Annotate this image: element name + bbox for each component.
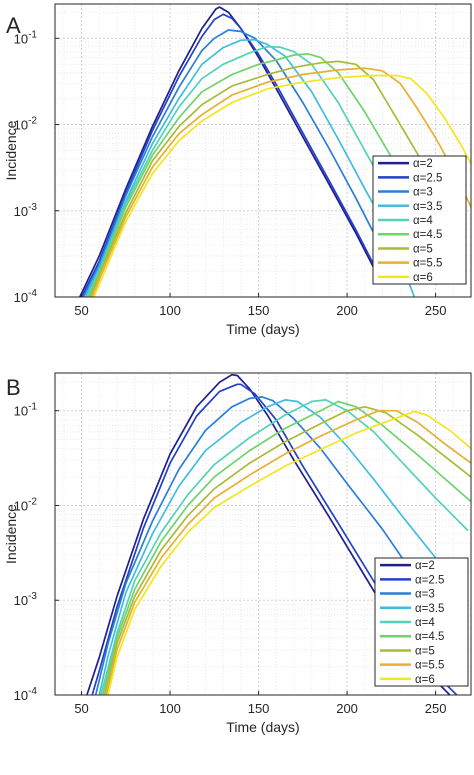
legend: α=2 α=2.5 α=3 α=3.5 α=4 α=4.5 α=5 α=5.5 α=6 bbox=[372, 155, 467, 285]
x-axis-label: Time (days) bbox=[226, 719, 299, 735]
series-line-7 bbox=[91, 67, 471, 297]
x-tick-label: 100 bbox=[159, 701, 181, 716]
series-line-3 bbox=[98, 399, 469, 695]
y-tick-label: 10-2 bbox=[14, 496, 38, 513]
axes-frame bbox=[54, 3, 472, 298]
legend-label-3: α=3.5 bbox=[415, 603, 444, 615]
x-tick-label: 250 bbox=[425, 303, 447, 318]
legend-label-0: α=2 bbox=[415, 560, 435, 572]
legend-label-2: α=3 bbox=[415, 589, 435, 601]
legend-label-4: α=4 bbox=[413, 215, 433, 227]
series-line-2 bbox=[82, 29, 398, 297]
x-tick-label: 50 bbox=[74, 303, 88, 318]
x-axis-label: Time (days) bbox=[226, 321, 299, 337]
series-lines bbox=[78, 6, 471, 297]
x-tick-label: 250 bbox=[425, 701, 447, 716]
series-line-6 bbox=[103, 405, 471, 695]
series-line-4 bbox=[100, 399, 469, 695]
legend-label-8: α=6 bbox=[415, 674, 435, 686]
gridlines bbox=[55, 4, 471, 297]
y-tick-label: 10-1 bbox=[14, 29, 38, 46]
panel-b: 50 100 150 200 250 10-4 10-3 10-2 10-1 B Time (d… bbox=[3, 372, 472, 735]
legend-label-1: α=2.5 bbox=[415, 574, 444, 586]
panel-a: 50 100 150 200 250 10-4 10-3 10-2 10-1 A Time (d… bbox=[3, 3, 472, 337]
ticks: 50 100 150 200 250 10-4 10-3 10-2 10-1 bbox=[14, 402, 447, 716]
y-tick-label: 10-3 bbox=[14, 591, 38, 608]
y-tick-label: 10-4 bbox=[14, 686, 38, 703]
gridlines bbox=[55, 373, 471, 695]
y-axis-label: Incidence bbox=[3, 120, 19, 180]
x-tick-label: 50 bbox=[74, 701, 88, 716]
legend-label-0: α=2 bbox=[413, 158, 433, 170]
panel-label-a: A bbox=[6, 13, 21, 38]
ticks: 50 100 150 200 250 10-4 10-3 10-2 10-1 bbox=[14, 29, 447, 318]
x-tick-label: 200 bbox=[336, 303, 358, 318]
legend-label-1: α=2.5 bbox=[413, 172, 442, 184]
legend-label-6: α=5 bbox=[415, 645, 435, 657]
series-line-8 bbox=[107, 410, 471, 695]
x-tick-label: 200 bbox=[336, 701, 358, 716]
legend-label-8: α=6 bbox=[413, 272, 433, 284]
series-line-5 bbox=[87, 53, 446, 297]
y-tick-label: 10-2 bbox=[14, 116, 38, 133]
x-tick-label: 150 bbox=[248, 303, 270, 318]
x-tick-label: 150 bbox=[248, 701, 270, 716]
legend-label-4: α=4 bbox=[415, 617, 435, 629]
series-line-8 bbox=[93, 74, 471, 297]
series-line-4 bbox=[86, 45, 428, 297]
legend-label-7: α=5.5 bbox=[413, 258, 442, 270]
series-line-2 bbox=[94, 396, 446, 695]
series-line-0 bbox=[86, 373, 451, 695]
series-line-5 bbox=[101, 400, 471, 695]
series-line-1 bbox=[80, 13, 384, 297]
legend-label-3: α=3.5 bbox=[413, 201, 442, 213]
series-line-0 bbox=[78, 6, 375, 297]
y-tick-label: 10-3 bbox=[14, 202, 38, 219]
axes-frame bbox=[54, 372, 472, 696]
series-line-7 bbox=[105, 409, 471, 695]
legend-label-6: α=5 bbox=[413, 243, 433, 255]
legend-label-5: α=4.5 bbox=[413, 229, 442, 241]
y-tick-label: 10-1 bbox=[14, 402, 38, 419]
legend: α=2 α=2.5 α=3 α=3.5 α=4 α=4.5 α=5 α=5.5 α=6 bbox=[374, 557, 469, 687]
x-tick-label: 100 bbox=[159, 303, 181, 318]
series-line-3 bbox=[84, 38, 416, 297]
legend-label-2: α=3 bbox=[413, 187, 433, 199]
legend-label-7: α=5.5 bbox=[415, 660, 444, 672]
panel-label-b: B bbox=[6, 375, 21, 400]
y-tick-label: 10-4 bbox=[14, 288, 38, 305]
series-line-6 bbox=[89, 60, 455, 297]
y-axis-label: Incidence bbox=[3, 504, 19, 564]
legend-label-5: α=4.5 bbox=[415, 631, 444, 643]
